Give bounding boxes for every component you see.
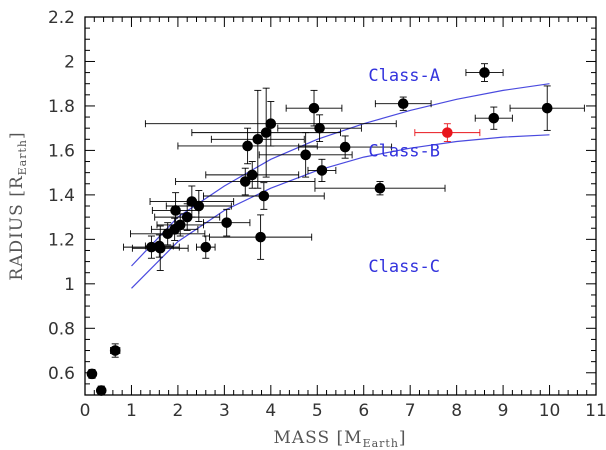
data-point <box>200 241 212 253</box>
data-point <box>314 122 325 134</box>
data-point <box>95 385 107 396</box>
data-point <box>174 219 186 231</box>
data-point <box>146 241 157 253</box>
data-point <box>246 169 258 181</box>
x-axis-title-main: MASS [M <box>273 428 362 448</box>
y-tick-label: 1.8 <box>48 97 75 117</box>
y-tick-label: 0.8 <box>48 319 75 339</box>
y-tick-label: 1.4 <box>48 186 75 206</box>
data-point <box>109 345 121 356</box>
x-tick-label: 11 <box>585 401 606 421</box>
data-point <box>86 368 98 380</box>
x-tick-label: 4 <box>265 401 276 421</box>
data-point <box>397 98 409 110</box>
data-point <box>242 140 253 152</box>
x-tick-label: 9 <box>498 401 509 421</box>
data-point <box>170 205 181 216</box>
y-axis-title-close: ] <box>7 131 27 139</box>
x-axis-title-close: ] <box>399 428 407 448</box>
class-label: Class-B <box>368 141 440 161</box>
x-tick-label: 2 <box>172 401 183 421</box>
y-tick-label: 1.2 <box>48 230 75 250</box>
x-tick-label: 6 <box>358 401 369 421</box>
x-tick-label: 3 <box>219 401 230 421</box>
data-point <box>488 112 500 124</box>
x-axis-title-subscript: Earth <box>363 437 399 450</box>
data-point <box>154 240 165 252</box>
data-point <box>541 102 553 114</box>
x-tick-label: 1 <box>126 401 137 421</box>
highlighted-data-point <box>442 127 453 138</box>
y-tick-label: 2 <box>64 52 75 72</box>
data-point <box>308 102 320 114</box>
y-tick-label: 1.6 <box>48 141 75 161</box>
data-point <box>252 133 264 145</box>
data-point <box>258 190 270 202</box>
axis-tick-labels: 0 1 2 3 4 5 6 7 8 9 10 11 0.6 0.8 1 1.2 1.4 1.6 1.8 2 2.2 <box>48 8 606 421</box>
data-point <box>316 165 328 176</box>
data-point <box>265 118 277 130</box>
class-label: Class-A <box>368 66 440 86</box>
class-label: Class-C <box>368 257 440 277</box>
data-point <box>339 141 351 153</box>
x-tick-label: 10 <box>539 401 561 421</box>
data-point <box>300 149 311 161</box>
class-boundary-curve <box>131 83 550 267</box>
y-tick-label: 1 <box>64 275 75 295</box>
data-point <box>221 217 232 228</box>
y-tick-label: 0.6 <box>48 364 75 384</box>
y-axis-title: RADIUS [REarth] <box>7 131 29 280</box>
x-tick-label: 8 <box>451 401 462 421</box>
data-points <box>86 67 553 396</box>
x-tick-label: 0 <box>80 401 91 421</box>
y-axis-title-subscript: Earth <box>16 139 29 175</box>
class-labels: Class-A Class-B Class-C <box>368 66 440 277</box>
data-point <box>193 200 205 212</box>
error-bars <box>88 63 585 396</box>
class-boundary-curve <box>131 134 550 289</box>
axis-ticks <box>84 16 597 396</box>
x-axis-title: MASS [MEarth] <box>273 428 406 450</box>
y-tick-label: 2.2 <box>48 8 75 28</box>
y-axis-title-main: RADIUS [R <box>7 175 27 280</box>
data-point <box>239 176 251 187</box>
plot-frame <box>84 16 597 396</box>
data-point <box>479 67 490 78</box>
data-point <box>255 231 266 243</box>
data-point <box>181 211 193 223</box>
data-point <box>260 127 272 138</box>
data-point <box>374 182 386 194</box>
x-tick-label: 7 <box>405 401 416 421</box>
x-tick-label: 5 <box>312 401 323 421</box>
